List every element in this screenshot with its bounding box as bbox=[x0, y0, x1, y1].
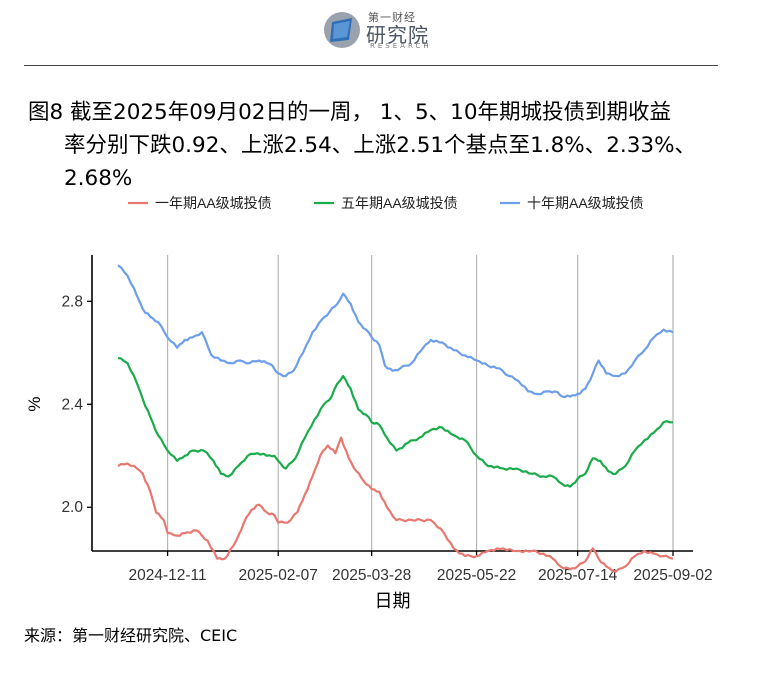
legend-label-2: 五年期AA级城投债 bbox=[341, 195, 458, 211]
x-axis-title: 日期 bbox=[375, 591, 411, 611]
x-tick-label: 2025-03-28 bbox=[332, 567, 411, 584]
figure-title-line-3: 2.68% bbox=[64, 166, 133, 191]
figure-title-line-2: 率分别下跌0.92、上涨2.54、上涨2.51个基点至1.8%、2.33%、 bbox=[64, 133, 697, 158]
y-tick-label: 2.4 bbox=[61, 396, 83, 413]
legend-label-3: 十年期AA级城投债 bbox=[527, 195, 644, 211]
x-tick-label: 2025-02-07 bbox=[239, 567, 318, 584]
y-tick-label: 2.0 bbox=[61, 499, 83, 516]
logo-emblem-icon bbox=[324, 12, 360, 48]
header-divider bbox=[24, 65, 718, 66]
series-line-1 bbox=[117, 436, 674, 573]
figure-title-line-1: 图8 截至2025年09月02日的一周， 1、5、10年期城投债到期收益 bbox=[28, 100, 671, 125]
y-tick-label: 2.8 bbox=[61, 293, 83, 310]
y-axis-title: % bbox=[25, 396, 44, 411]
x-tick-label: 2025-07-14 bbox=[538, 567, 618, 584]
logo-english-text: RESEARCH bbox=[370, 42, 432, 50]
figure-title: 图8 截至2025年09月02日的一周， 1、5、10年期城投债到期收益 率分别… bbox=[28, 96, 748, 195]
series-line-3 bbox=[117, 264, 674, 399]
x-tick-label: 2025-05-22 bbox=[437, 567, 516, 584]
legend-label-1: 一年期AA级城投债 bbox=[155, 195, 272, 211]
x-tick-label: 2024-12-11 bbox=[129, 567, 207, 584]
x-tick-label: 2025-09-02 bbox=[633, 567, 712, 584]
series-line-2 bbox=[117, 356, 673, 488]
logo-small-text: 第一财经 bbox=[368, 11, 416, 24]
logo-main-text: 研究院 bbox=[366, 23, 429, 47]
source-note: 来源：第一财经研究院、CEIC bbox=[24, 626, 238, 645]
research-logo: 第一财经 研究院 RESEARCH bbox=[322, 6, 452, 52]
